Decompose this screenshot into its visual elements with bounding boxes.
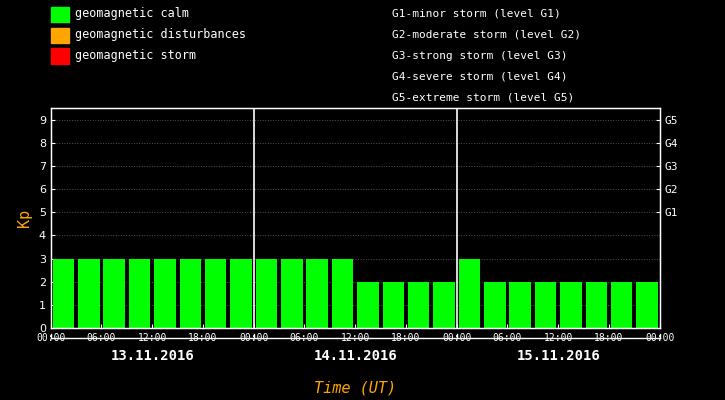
Bar — [357, 282, 378, 328]
Text: G1-minor storm (level G1): G1-minor storm (level G1) — [392, 9, 560, 19]
Text: G2-moderate storm (level G2): G2-moderate storm (level G2) — [392, 30, 581, 40]
Bar — [205, 258, 226, 328]
Bar — [459, 258, 480, 328]
Bar — [535, 282, 556, 328]
Bar — [408, 282, 429, 328]
Bar — [560, 282, 581, 328]
Bar — [231, 258, 252, 328]
Text: G5-extreme storm (level G5): G5-extreme storm (level G5) — [392, 92, 573, 102]
Text: geomagnetic calm: geomagnetic calm — [75, 8, 188, 20]
Bar — [637, 282, 658, 328]
Bar — [256, 258, 277, 328]
Bar — [510, 282, 531, 328]
Bar — [484, 282, 505, 328]
Text: geomagnetic storm: geomagnetic storm — [75, 49, 196, 62]
Bar — [180, 258, 201, 328]
Bar — [332, 258, 353, 328]
Text: 13.11.2016: 13.11.2016 — [110, 349, 194, 363]
Bar — [78, 258, 99, 328]
Text: 14.11.2016: 14.11.2016 — [313, 349, 397, 363]
Bar — [53, 258, 74, 328]
Text: geomagnetic disturbances: geomagnetic disturbances — [75, 28, 246, 41]
Bar — [129, 258, 150, 328]
Bar — [586, 282, 607, 328]
Text: G3-strong storm (level G3): G3-strong storm (level G3) — [392, 51, 567, 61]
Bar — [104, 258, 125, 328]
Bar — [383, 282, 404, 328]
Text: G4-severe storm (level G4): G4-severe storm (level G4) — [392, 72, 567, 82]
Bar — [434, 282, 455, 328]
Bar — [611, 282, 632, 328]
Y-axis label: Kp: Kp — [17, 209, 32, 227]
Bar — [307, 258, 328, 328]
Bar — [154, 258, 175, 328]
Text: 15.11.2016: 15.11.2016 — [516, 349, 600, 363]
Bar — [281, 258, 302, 328]
Text: Time (UT): Time (UT) — [314, 380, 397, 396]
